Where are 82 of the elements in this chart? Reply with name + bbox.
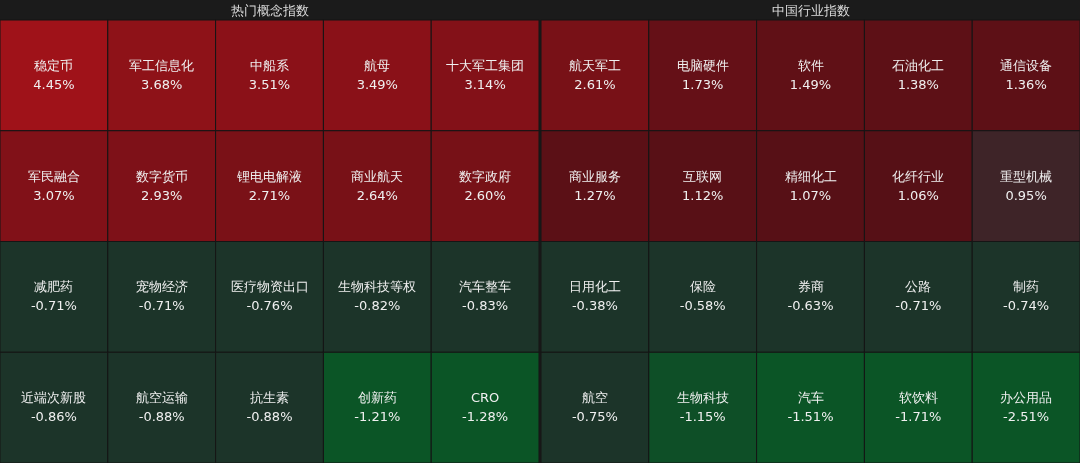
- data-label: 1.49%: [789, 76, 832, 92]
- category-label: 抗生素: [250, 390, 289, 406]
- category-label: 锂电电解液: [236, 168, 302, 184]
- data-label: -0.71%: [895, 298, 942, 314]
- data-label: -0.83%: [462, 298, 509, 314]
- category-label: 生物科技等权: [338, 279, 417, 295]
- category-label: 通信设备: [1000, 57, 1053, 73]
- data-label: -1.71%: [895, 409, 942, 425]
- data-label: -0.76%: [246, 298, 293, 314]
- text: 热门概念指数: [230, 2, 309, 18]
- category-label: 重型机械: [1000, 168, 1053, 184]
- category-label: 生物科技: [676, 390, 729, 406]
- category-label: 十大军工集团: [446, 57, 525, 73]
- data-label: 2.93%: [141, 187, 183, 203]
- category-label: 石油化工: [892, 57, 945, 73]
- data-label: -2.51%: [1003, 409, 1050, 425]
- data-label: 4.45%: [33, 76, 75, 92]
- category-label: CRO: [470, 390, 500, 406]
- data-label: -1.21%: [354, 409, 401, 425]
- category-label: 汽车: [797, 390, 824, 406]
- category-label: 互联网: [683, 168, 723, 184]
- data-label: -1.15%: [679, 409, 726, 425]
- data-label: 2.64%: [356, 187, 398, 203]
- category-label: 商业航天: [351, 168, 404, 184]
- category-label: 化纤行业: [892, 168, 945, 184]
- data-label: -1.28%: [462, 409, 509, 425]
- category-label: 数字货币: [135, 168, 188, 184]
- data-label: 3.49%: [356, 76, 398, 92]
- category-label: 软件: [797, 57, 824, 73]
- data-label: 1.27%: [574, 187, 616, 203]
- category-label: 商业服务: [568, 168, 621, 184]
- category-label: 汽车整车: [459, 279, 512, 295]
- category-label: 军工信息化: [129, 57, 195, 73]
- data-label: 3.68%: [141, 76, 183, 92]
- category-label: 软饮料: [898, 390, 938, 406]
- category-label: 数字政府: [459, 168, 512, 184]
- category-label: 创新药: [357, 390, 397, 406]
- category-label: 中船系: [250, 57, 289, 73]
- category-label: 制药: [1013, 279, 1040, 295]
- data-label: -0.74%: [1003, 298, 1050, 314]
- data-label: 3.51%: [248, 76, 291, 92]
- data-label: 1.73%: [682, 76, 724, 92]
- data-label: 1.38%: [897, 76, 939, 92]
- data-label: 1.06%: [897, 187, 939, 203]
- data-label: -0.63%: [787, 298, 834, 314]
- category-label: 航空: [581, 390, 608, 406]
- category-label: 券商: [797, 279, 824, 295]
- data-label: -0.38%: [571, 298, 618, 314]
- data-label: 3.07%: [33, 187, 75, 203]
- category-label: 稳定币: [34, 57, 74, 73]
- category-label: 电脑硬件: [676, 57, 729, 73]
- data-label: -0.75%: [571, 409, 618, 425]
- data-label: 1.07%: [789, 187, 832, 203]
- category-label: 宠物经济: [135, 279, 188, 295]
- data-label: 2.60%: [464, 187, 506, 203]
- category-label: 公路: [905, 279, 932, 295]
- data-label: -0.88%: [246, 409, 293, 425]
- category-label: 航天军工: [568, 57, 621, 73]
- category-label: 近端次新股: [21, 390, 87, 406]
- data-label: 0.95%: [1005, 187, 1047, 203]
- data-label: 1.12%: [682, 187, 724, 203]
- text: 中国行业指数: [771, 2, 850, 18]
- data-label: -0.88%: [138, 409, 185, 425]
- category-label: 航母: [364, 57, 391, 73]
- category-label: 办公用品: [1000, 390, 1053, 406]
- data-label: 2.61%: [574, 76, 616, 92]
- data-label: -0.71%: [30, 298, 77, 314]
- data-label: -0.71%: [138, 298, 185, 314]
- category-label: 军民融合: [27, 168, 80, 184]
- data-label: -0.58%: [679, 298, 726, 314]
- data-label: 2.71%: [248, 187, 291, 203]
- category-label: 日用化工: [568, 279, 621, 295]
- data-label: -1.51%: [787, 409, 834, 425]
- category-label: 精细化工: [784, 168, 837, 184]
- data-label: 3.14%: [464, 76, 506, 92]
- category-label: 航空运输: [135, 390, 188, 406]
- data-label: -0.82%: [354, 298, 401, 314]
- data-label: 1.36%: [1005, 76, 1047, 92]
- data-label: -0.86%: [30, 409, 77, 425]
- category-label: 医疗物资出口: [230, 279, 309, 295]
- category-label: 减肥药: [34, 279, 74, 295]
- category-label: 保险: [689, 279, 716, 295]
